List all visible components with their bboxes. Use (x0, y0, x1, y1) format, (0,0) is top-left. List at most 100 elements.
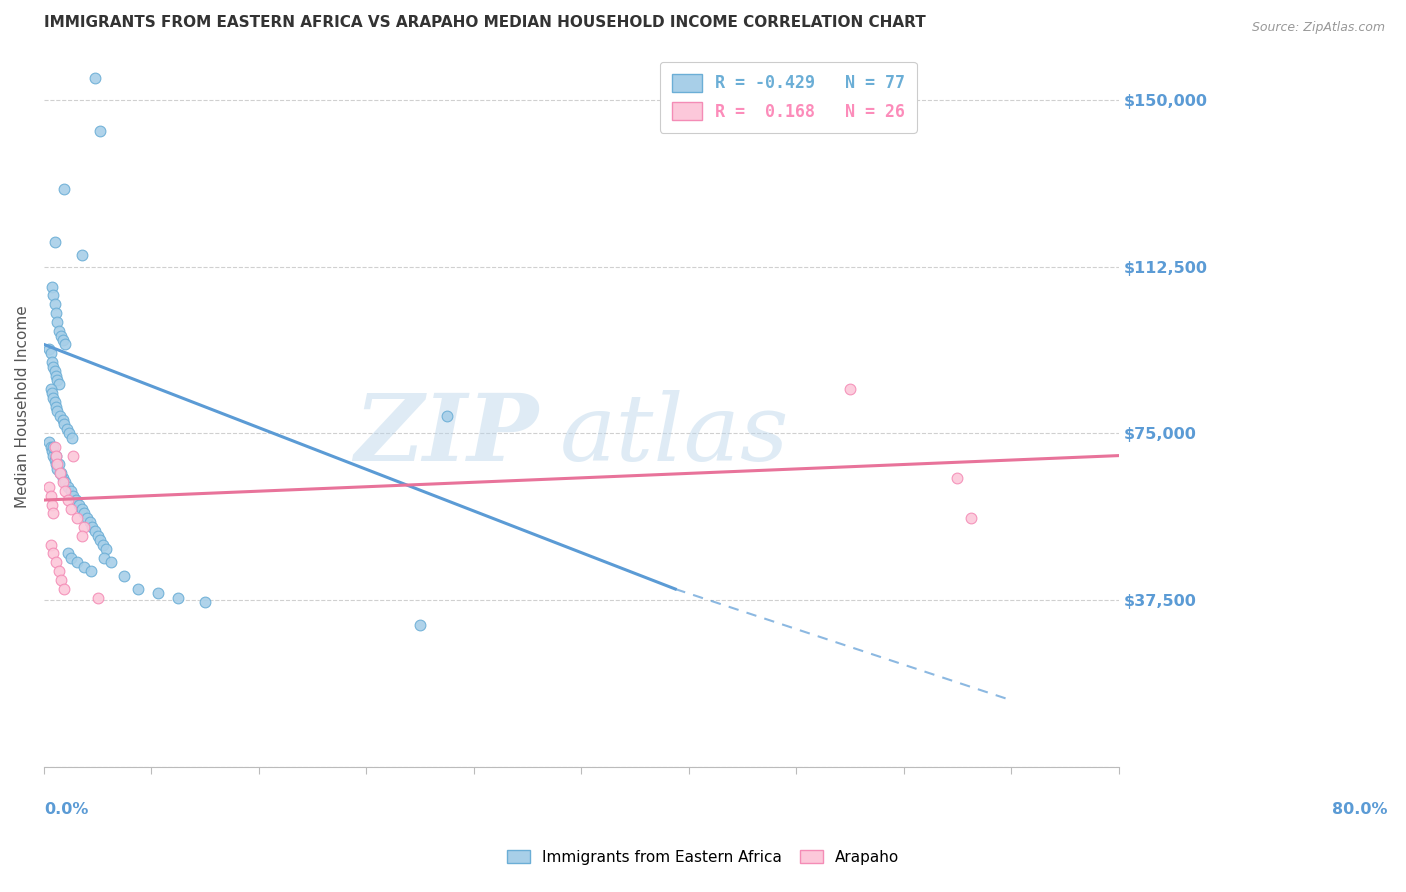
Point (38, 435, 60, 450)
Point (65, 493, 87, 508)
Point (45, 458, 67, 472)
Point (45, 368, 67, 383)
Point (52, 333, 75, 347)
Point (46, 458, 69, 472)
Point (42, 359, 65, 374)
Point (56, 493, 79, 508)
Text: atlas: atlas (560, 391, 789, 481)
Point (48, 324, 70, 338)
Point (41, 355, 63, 369)
Point (62, 489, 84, 503)
Point (48, 377, 70, 392)
Point (79, 516, 101, 530)
Point (55, 337, 77, 351)
Point (52, 475, 75, 490)
Text: 80.0%: 80.0% (1331, 802, 1388, 817)
Point (114, 568, 136, 582)
Point (49, 409, 72, 423)
Point (49, 467, 72, 481)
Point (66, 511, 89, 525)
Point (946, 471, 969, 485)
Point (82, 520, 104, 534)
Legend: R = -0.429   N = 77, R =  0.168   N = 26: R = -0.429 N = 77, R = 0.168 N = 26 (661, 62, 917, 133)
Point (52, 471, 75, 485)
Point (48, 564, 70, 578)
Text: IMMIGRANTS FROM EASTERN AFRICA VS ARAPAHO MEDIAN HOUSEHOLD INCOME CORRELATION CH: IMMIGRANTS FROM EASTERN AFRICA VS ARAPAH… (44, 15, 925, 30)
Point (84, 70, 107, 85)
Point (56, 546, 79, 560)
Point (45, 306, 67, 320)
Point (89, 124, 111, 138)
Point (39, 537, 62, 551)
Point (44, 364, 66, 378)
Point (39, 489, 62, 503)
Point (93, 550, 115, 565)
Point (80, 564, 103, 578)
Point (167, 591, 190, 605)
Point (42, 288, 65, 302)
Point (52, 413, 75, 427)
Point (409, 617, 432, 632)
Point (70, 248, 93, 262)
Point (42, 546, 65, 560)
Point (70, 529, 93, 543)
Point (70, 502, 93, 516)
Point (42, 440, 65, 454)
Point (39, 440, 62, 454)
Point (73, 559, 96, 574)
Point (62, 449, 84, 463)
Point (73, 520, 96, 534)
Point (44, 453, 66, 467)
Point (59, 550, 82, 565)
Point (55, 484, 77, 499)
Point (127, 582, 149, 596)
Point (42, 391, 65, 405)
Text: ZIP: ZIP (354, 391, 538, 481)
Point (100, 555, 122, 569)
Point (41, 444, 63, 458)
Point (46, 462, 69, 476)
Point (91, 537, 114, 551)
Point (55, 475, 77, 490)
Point (48, 458, 70, 472)
Point (56, 480, 79, 494)
Point (51, 467, 73, 481)
Point (58, 426, 80, 441)
Point (44, 297, 66, 311)
Point (146, 586, 169, 600)
Point (45, 449, 67, 463)
Point (45, 449, 67, 463)
Point (46, 315, 69, 329)
Point (60, 431, 83, 445)
Point (53, 182, 76, 196)
Legend: Immigrants from Eastern Africa, Arapaho: Immigrants from Eastern Africa, Arapaho (501, 844, 905, 871)
Text: Source: ZipAtlas.com: Source: ZipAtlas.com (1251, 21, 1385, 34)
Point (89, 533, 111, 547)
Point (66, 555, 89, 569)
Point (42, 507, 65, 521)
Point (41, 386, 63, 401)
Point (51, 573, 73, 587)
Point (38, 480, 60, 494)
Point (51, 328, 73, 343)
Point (41, 498, 63, 512)
Point (53, 582, 76, 596)
Point (73, 507, 96, 521)
Point (39, 382, 62, 396)
Point (67, 498, 90, 512)
Point (86, 529, 108, 543)
Point (38, 342, 60, 356)
Point (46, 404, 69, 418)
Point (49, 467, 72, 481)
Point (838, 382, 860, 396)
Y-axis label: Median Household Income: Median Household Income (15, 305, 30, 508)
Point (41, 279, 63, 293)
Point (45, 400, 67, 414)
Point (45, 555, 67, 569)
Point (194, 595, 217, 609)
Point (44, 440, 66, 454)
Point (84, 524, 107, 539)
Point (53, 417, 76, 432)
Point (959, 511, 981, 525)
Point (436, 409, 458, 423)
